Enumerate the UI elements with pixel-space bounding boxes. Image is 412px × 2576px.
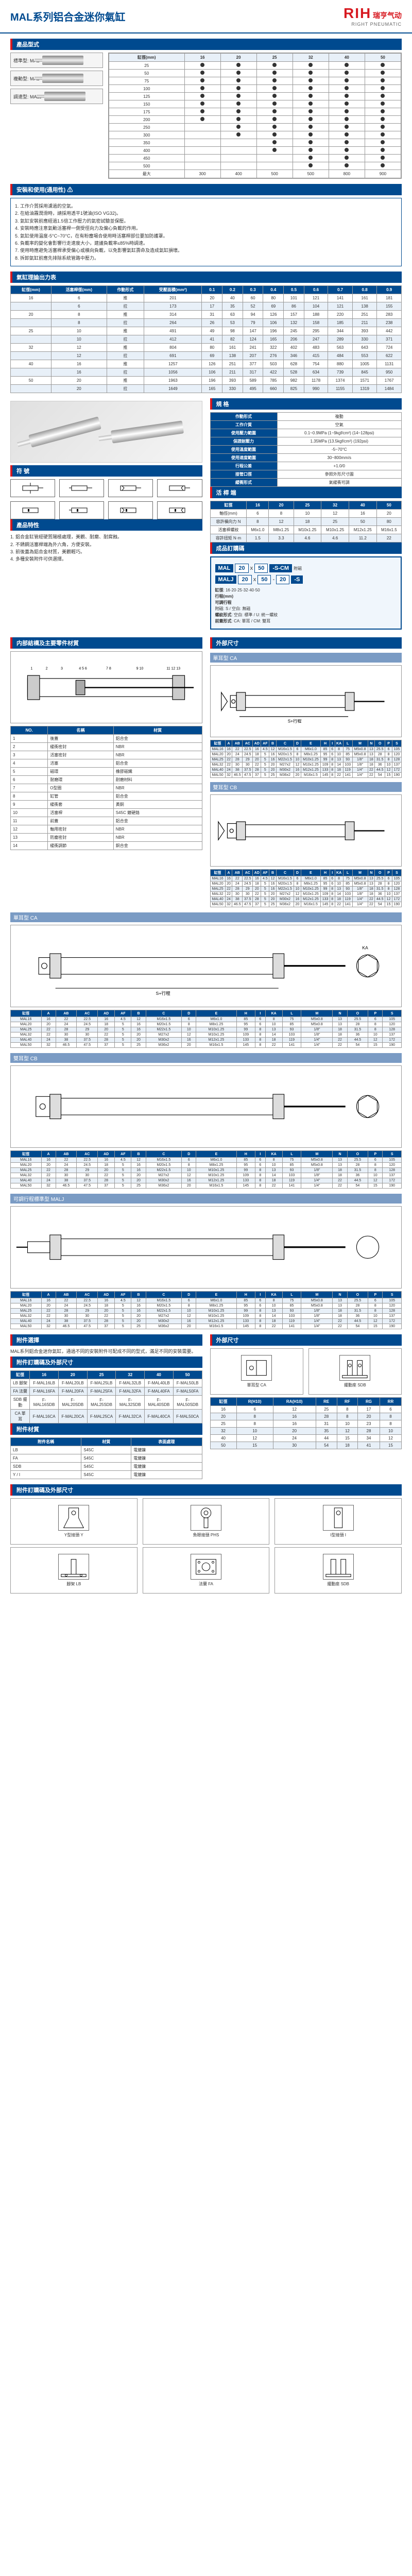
svg-text:11 12 13: 11 12 13 <box>167 667 181 670</box>
type-card: 複動型: MAL <box>10 71 103 86</box>
section-acc-detail: 附件訂購碼及外部尺寸 <box>10 1484 402 1496</box>
acc-sdb: 擺動座 SDB <box>274 1547 402 1594</box>
spec-table: 作動形式複動工作介質空氣使用壓力範圍0.1~0.9MPa (1~9kgf/cm²… <box>210 412 402 487</box>
acc-i: I型接頭 I <box>274 1498 402 1545</box>
stroke-table: 缸徑(mm)162025324050 25 50 75 100 125 150 … <box>109 53 401 178</box>
svg-text:S+行程: S+行程 <box>288 718 302 723</box>
section-features: 產品特性 <box>10 519 202 531</box>
svg-text:4 5 6: 4 5 6 <box>79 667 87 670</box>
section-output: 氣缸理論出力表 <box>10 272 402 283</box>
acc-phs: 魚眼接頭 PHS <box>143 1498 270 1545</box>
ca-full-table: 缸徑AABACADAFBCDEHIKALMNOPSMAL16162222.516… <box>10 1010 402 1048</box>
section-ext-acc: 外部尺寸 <box>210 1334 402 1346</box>
warning-content: 1. 工作介質採用濾過的空氣。 2. 在給油霧潤滑時，請採用透平1號油(ISO … <box>10 198 402 266</box>
bracket-sdb: 擺動座 SDB <box>308 1348 402 1395</box>
accessory-table: 缸徑162025324050LB 腳架F-MAL16LBF-MAL20LBF-M… <box>10 1370 202 1423</box>
ca-drawing: S+行程 <box>210 665 402 737</box>
section-spec: 規 格 <box>210 398 402 410</box>
acc-y: Y型接頭 Y <box>10 1498 138 1545</box>
ext-acc-dim-table: 缸徑R(H10)RA(H10)RERFRGRR16612258176208162… <box>210 1397 402 1449</box>
malj-drawing <box>10 1206 402 1289</box>
type-card: 標準型: MAL <box>10 53 103 68</box>
logo: RIH 瑞亨气动 RIGHT PNEUMATIC <box>344 5 402 27</box>
sub-cb: 雙耳型 CB <box>210 782 402 792</box>
section-acc-code: 附件訂購碼及外部尺寸 <box>10 1357 202 1368</box>
svg-text:3: 3 <box>61 667 63 670</box>
sub-cb2: 雙耳型 CB <box>10 1053 402 1063</box>
section-acc-mat: 附件材質 <box>10 1423 202 1435</box>
svg-text:9 10: 9 10 <box>136 667 144 670</box>
malj-table: 缸徑AABACADAFBCDEHIKALMNOPSMAL16162222.516… <box>10 1291 402 1329</box>
cb-dim-table: 缸徑AABACADAFBCDEHIKALMNOPSMAL16162222.516… <box>210 869 402 907</box>
section-product-form: 產品型式 <box>10 39 402 50</box>
type-card: 調速型: MALJ <box>10 89 103 104</box>
std-dim-table: 缸徑AABACADAFBCDEHIKALMNOPSMAL16162222.516… <box>210 740 402 778</box>
parts-table: NO.名稱材質1後蓋鋁合金2緩衝密封NBR3活塞密封NBR4活塞鋁合金5磁環橡膠… <box>10 726 202 850</box>
svg-text:1: 1 <box>31 667 33 670</box>
bracket-ca: 單耳型 CA <box>210 1348 303 1395</box>
section-ext-dim: 外部尺寸 <box>210 637 402 649</box>
section-accessory: 附件選擇 <box>10 1334 202 1346</box>
order-code-box: MAL 20 x 50 -S-CM 附磁 MALJ 20 x 50 - 20 -… <box>210 556 402 630</box>
section-warning: 安裝和使用(通用性) ⚠ <box>10 184 402 195</box>
ca-full-drawing: S+行程 KA <box>10 925 402 1007</box>
sub-ca: 單耳型 CA <box>210 653 402 663</box>
acc-material-table: 附件名稱材質表面處理LBS45C電鍍鎳FAS45C電鍍鎳SDBS45C電鍍鎳Y … <box>10 1437 202 1479</box>
section-order: 成品訂購碼 <box>210 543 402 554</box>
svg-text:2: 2 <box>46 667 48 670</box>
cb-full-drawing <box>10 1065 402 1148</box>
product-photo <box>10 401 202 463</box>
acc-fa: 法蘭 FA <box>143 1547 270 1594</box>
symbol-diagrams <box>10 479 202 519</box>
internal-structure-drawing: 1 2 3 4 5 6 7 8 9 10 11 12 13 <box>10 651 202 723</box>
features-list: 1. 鋁合金缸管經硬質陽極處理，美觀、耐磨、耐腐蝕。 2. 不銹鋼活塞桿端為外六… <box>10 531 202 566</box>
acc-lb: 腳架 LB <box>10 1547 138 1594</box>
svg-text:7 8: 7 8 <box>106 667 111 670</box>
section-parts: 内部結構及主要零件材質 <box>10 637 202 649</box>
svg-text:S+行程: S+行程 <box>156 990 170 996</box>
output-force-table: 缸徑(mm)活塞桿徑(mm)作動形式受壓面積(mm²)0.10.20.30.40… <box>10 285 402 393</box>
section-torque: 活 桿 端 <box>210 487 402 498</box>
accessory-text: MAL系列鋁合金迷你氣缸，通過不同的安裝附件可配成不同的型式，滿足不同的安裝需要… <box>10 1346 202 1357</box>
cb-drawing <box>210 794 402 867</box>
page-title: MAL系列铝合金迷你氣缸 <box>10 9 125 24</box>
torque-table: 缸徑162025324050軸徑(mm)6810121620容許橫向力 N812… <box>210 501 402 543</box>
section-symbol: 符 號 <box>10 465 202 477</box>
svg-text:KA: KA <box>362 945 368 951</box>
sub-ca2: 單耳型 CA <box>10 912 402 922</box>
cb-full-table: 缸徑AABACADAFBCDEHIKALMNOPSMAL16162222.516… <box>10 1150 402 1189</box>
sub-malj: 可調行程標準型 MALJ <box>10 1194 402 1204</box>
